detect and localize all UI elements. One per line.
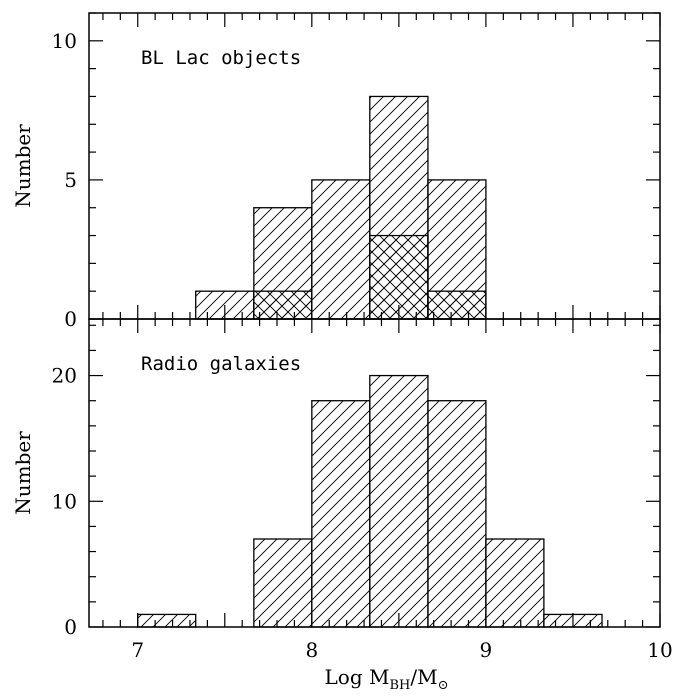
x-axis-label-main: Log M (325, 665, 390, 689)
bl-lac-panel-label: BL Lac objects (141, 47, 301, 69)
bl-lac-bar-subset-4 (427, 290, 487, 320)
x-tick-label: 9 (480, 638, 493, 662)
radio-galaxies-panel: 0 10 20 7 8 9 10 Radio galaxies Number (11, 318, 673, 662)
bl-lac-ytick-label: 5 (64, 168, 77, 192)
x-axis-label: Log MBH/M⊙ (325, 665, 449, 693)
radio-galaxies-ytick-label: 0 (64, 615, 77, 639)
radio-galaxies-bar-total-5 (427, 400, 487, 628)
radio-galaxies-ytick-label: 20 (52, 364, 77, 388)
x-axis-label-subscript: BH (389, 678, 410, 693)
x-tick-label: 10 (647, 638, 672, 662)
radio-galaxies-bar-total-2 (253, 538, 313, 628)
x-tick-label: 7 (131, 638, 144, 662)
radio-galaxies-bars (137, 374, 603, 628)
radio-galaxies-bar-total-4 (369, 374, 429, 628)
bl-lac-ytick-label: 0 (64, 307, 77, 331)
radio-galaxies-panel-label: Radio galaxies (141, 353, 301, 375)
x-tick-label: 8 (305, 638, 318, 662)
radio-galaxies-ytick-label: 10 (52, 489, 77, 513)
radio-galaxies-bar-total-0 (137, 613, 197, 628)
bl-lac-bar-total-2 (311, 179, 371, 320)
radio-galaxies-bar-total-6 (485, 538, 545, 628)
x-axis-label-mid: /M (410, 665, 437, 689)
radio-galaxies-plot-frame (88, 318, 661, 628)
x-axis-label-subscript-sun: ⊙ (438, 678, 449, 693)
bl-lac-y-axis-label: Number (11, 124, 35, 208)
bl-lac-bars (195, 95, 487, 320)
radio-galaxies-y-axis-label: Number (11, 431, 35, 515)
radio-galaxies-bar-total-3 (311, 400, 371, 628)
bl-lac-bar-subset-1 (253, 290, 313, 320)
bl-lac-panel: 0 5 10 BL Lac objects Number (11, 12, 661, 331)
bl-lac-ytick-label: 10 (52, 29, 77, 53)
